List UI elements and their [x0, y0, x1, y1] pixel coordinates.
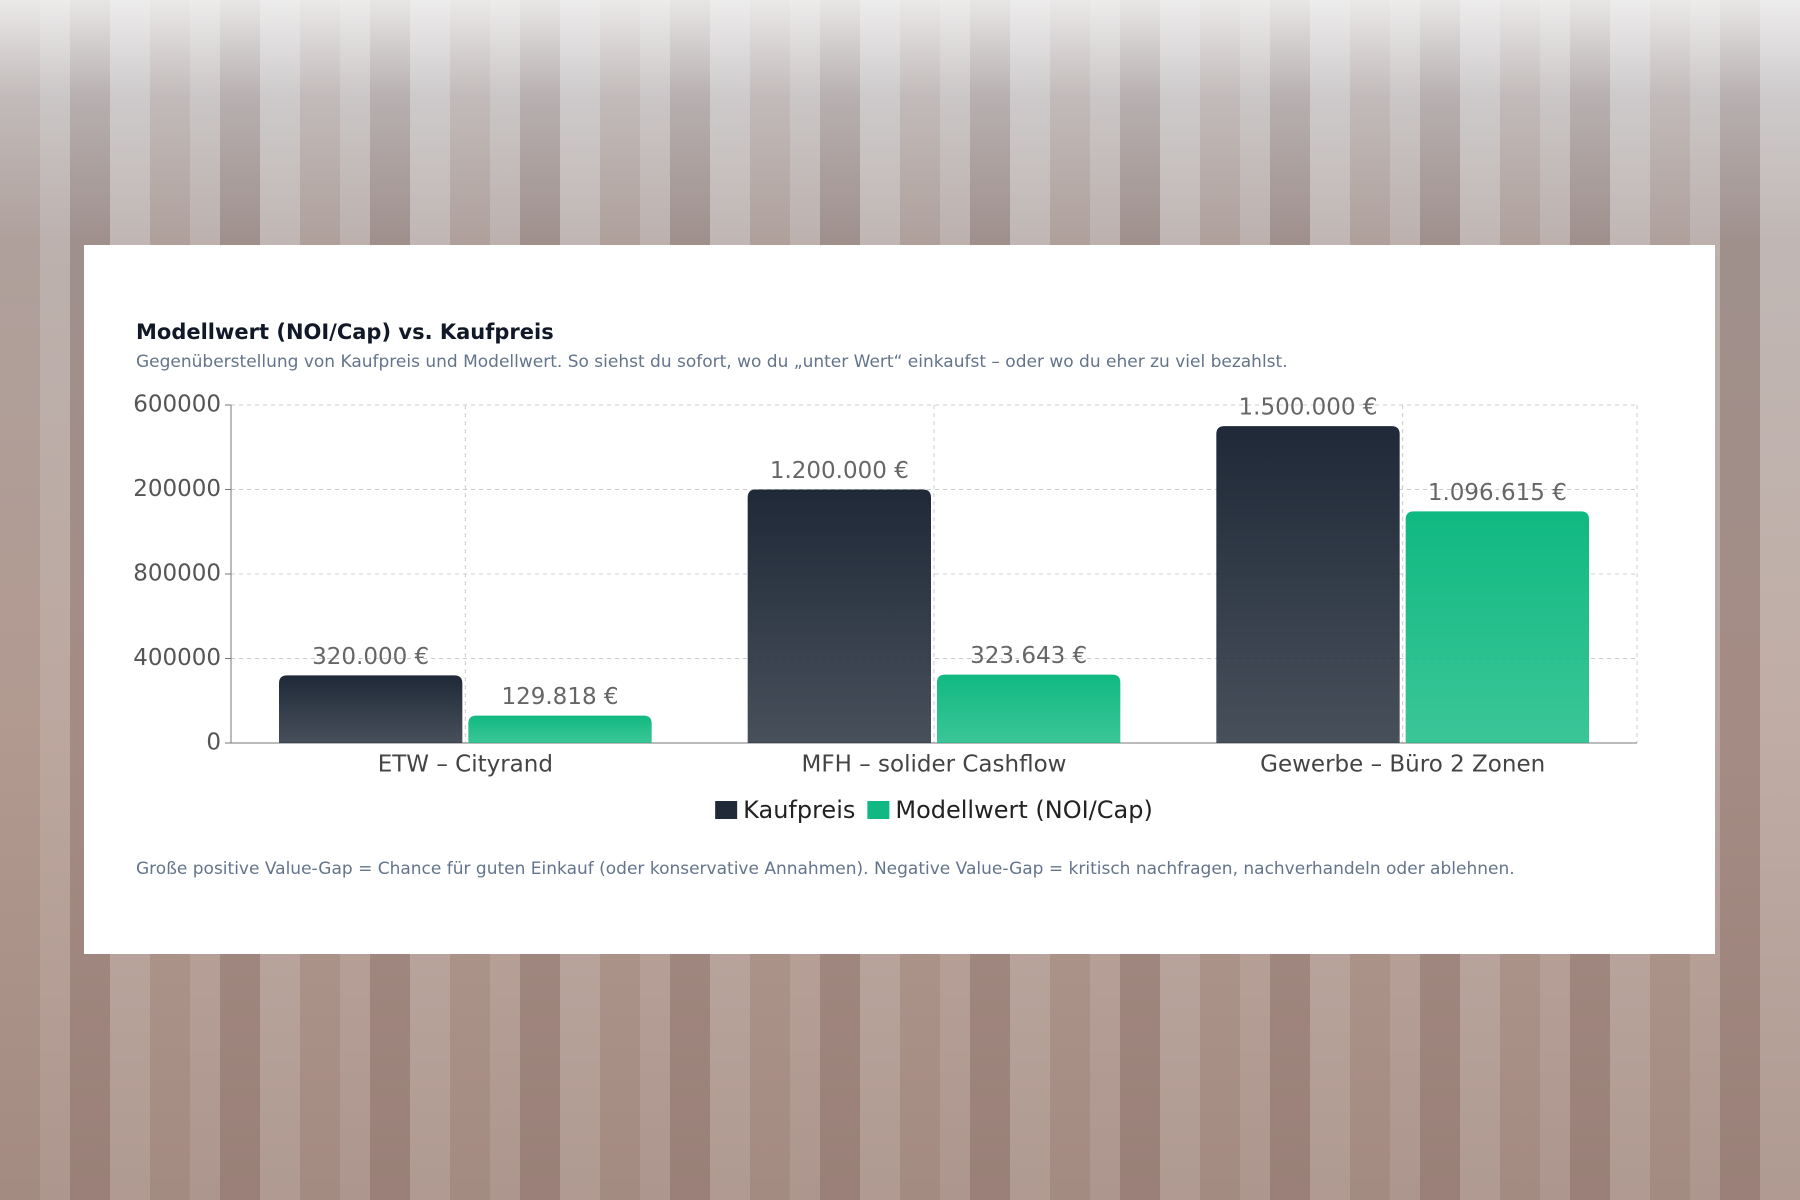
value-label: 1.200.000 € [770, 458, 909, 484]
x-tick-label: Gewerbe – Büro 2 Zonen [1260, 752, 1545, 778]
bar [937, 674, 1121, 743]
value-label: 1.096.615 € [1428, 480, 1567, 506]
legend-swatch [715, 801, 738, 819]
x-tick-label: MFH – solider Cashflow [802, 752, 1067, 778]
bar [468, 715, 652, 743]
bar [747, 489, 931, 743]
y-tick-label: 800000 [133, 561, 221, 587]
chart: Modellwert (NOI/Cap) vs. Kaufpreis Gegen… [133, 320, 1638, 879]
chart-card: Modellwert (NOI/Cap) vs. Kaufpreis Gegen… [84, 245, 1715, 954]
bar [1405, 511, 1589, 743]
legend-swatch [867, 801, 890, 819]
x-tick-label: ETW – Cityrand [378, 752, 553, 778]
value-label: 323.643 € [970, 643, 1087, 669]
legend-label: Modellwert (NOI/Cap) [895, 796, 1152, 824]
legend-item: Modellwert (NOI/Cap) [867, 796, 1153, 824]
value-label: 129.818 € [501, 684, 618, 710]
y-tick-label: 600000 [133, 392, 221, 418]
chart-note: Große positive Value-Gap = Chance für gu… [136, 859, 1515, 879]
chart-title: Modellwert (NOI/Cap) vs. Kaufpreis [136, 320, 554, 344]
legend-label: Kaufpreis [743, 796, 855, 824]
value-label: 320.000 € [312, 644, 429, 670]
y-tick-label: 0 [206, 730, 221, 756]
value-label: 1.500.000 € [1239, 395, 1378, 421]
bar [1216, 426, 1400, 743]
bar [279, 675, 463, 743]
y-tick-label: 200000 [133, 476, 221, 502]
y-tick-label: 400000 [133, 645, 221, 671]
chart-subtitle: Gegenüberstellung von Kaufpreis und Mode… [136, 352, 1288, 372]
legend-item: Kaufpreis [715, 796, 855, 824]
